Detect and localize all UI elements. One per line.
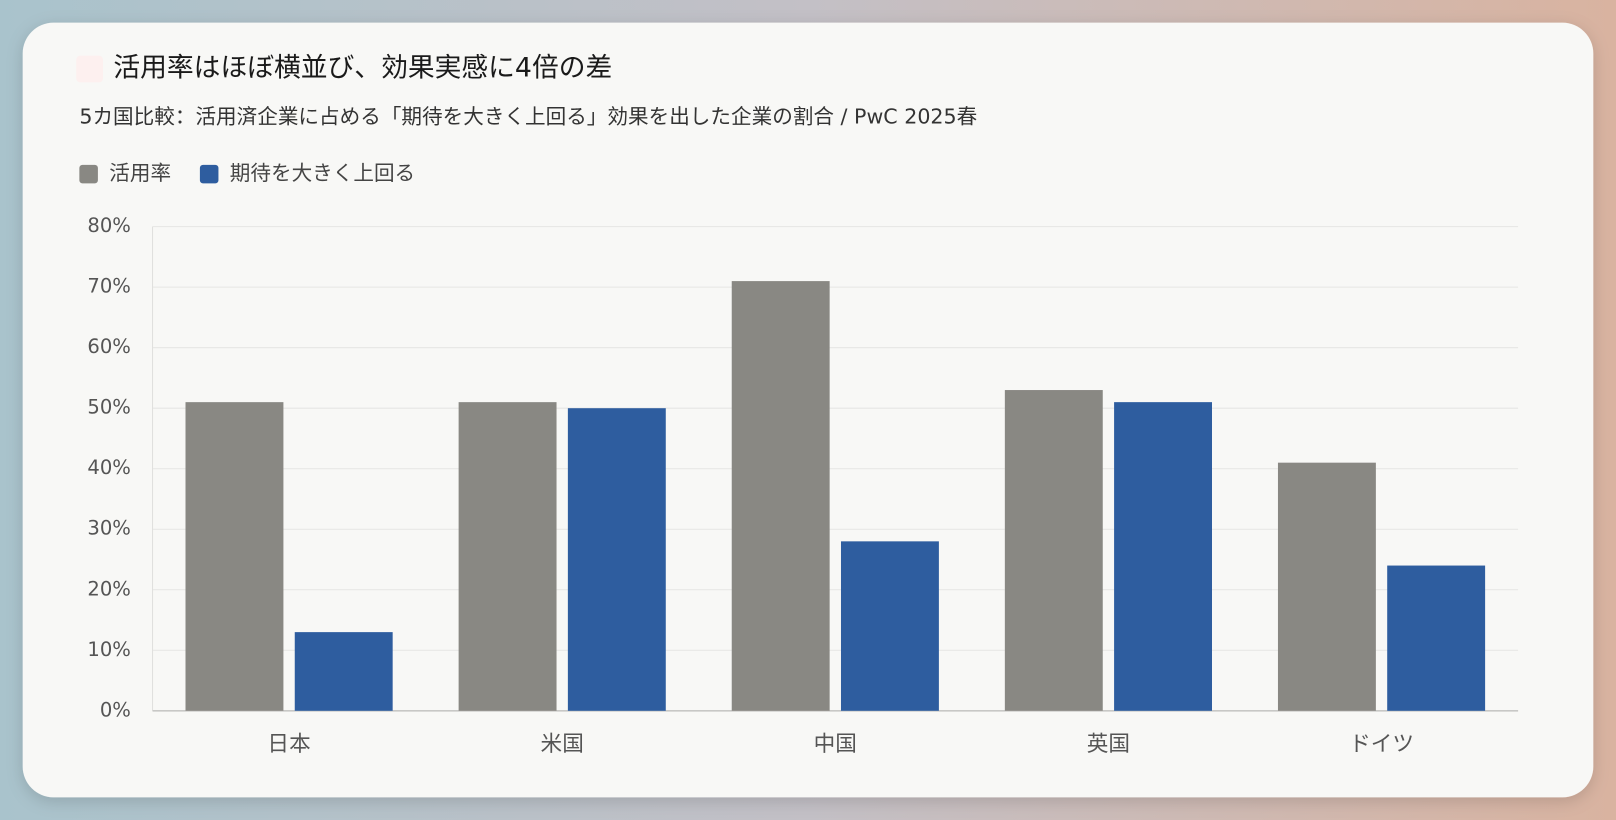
- y-tick-label: 0%: [100, 698, 131, 721]
- y-tick-label: 50%: [87, 396, 130, 419]
- x-tick-label: ドイツ: [1349, 732, 1414, 757]
- y-tick-label: 30%: [87, 517, 130, 540]
- x-tick-label: 英国: [1087, 732, 1130, 757]
- x-tick-label: 米国: [541, 732, 584, 757]
- bar: [1114, 402, 1212, 711]
- bar: [458, 402, 557, 711]
- bar: [1277, 462, 1376, 711]
- y-tick-label: 70%: [87, 275, 130, 298]
- bar: [1387, 565, 1486, 711]
- chart-title: 活用率はほぼ横並び、効果実感に4倍の差: [113, 53, 612, 84]
- legend-swatch: [199, 164, 219, 184]
- y-tick-label: 40%: [87, 456, 130, 479]
- title-icon: [76, 55, 104, 83]
- bar: [1004, 390, 1103, 711]
- x-tick-label: 中国: [814, 732, 857, 757]
- bar: [185, 402, 284, 711]
- x-tick-label: 日本: [267, 732, 310, 757]
- bar: [294, 632, 393, 711]
- legend-swatch: [79, 164, 98, 184]
- chart-subtitle: 5カ国比較：活用済企業に占める「期待を大きく上回る」効果を出した企業の割合 / …: [79, 104, 977, 128]
- legend-label: 活用率: [109, 161, 171, 185]
- y-tick-label: 10%: [87, 638, 130, 661]
- y-tick-label: 60%: [87, 335, 130, 358]
- legend-label: 期待を大きく上回る: [230, 161, 415, 185]
- bar: [567, 408, 666, 711]
- y-tick-label: 80%: [87, 214, 130, 237]
- bar: [731, 281, 830, 711]
- bar: [840, 541, 939, 711]
- y-tick-label: 20%: [87, 577, 130, 600]
